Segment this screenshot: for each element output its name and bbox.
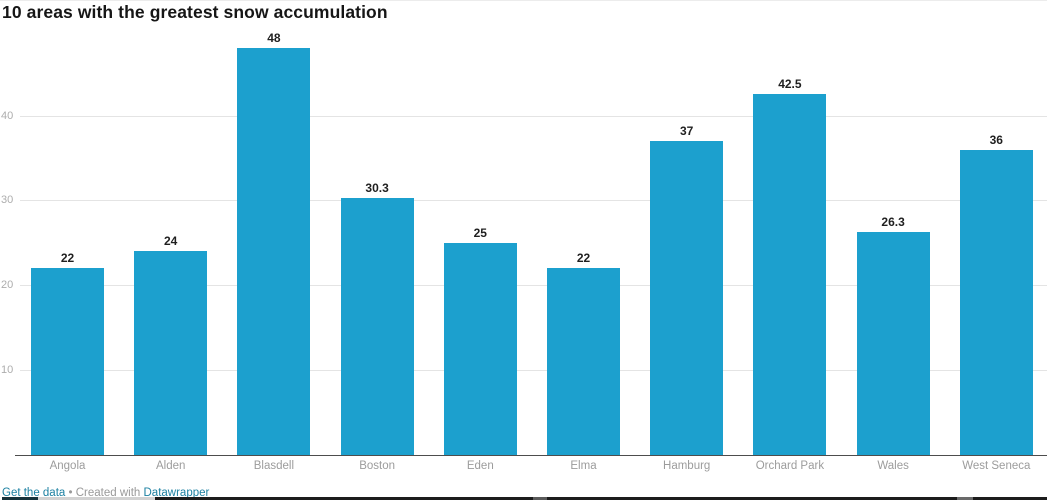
bar-blasdell (237, 47, 311, 455)
datawrapper-link[interactable]: Datawrapper (143, 487, 210, 499)
bar-value-label: 30.3 (365, 180, 389, 195)
category-label: Eden (466, 460, 494, 472)
cropped-strip-segment (547, 497, 957, 500)
bar-value-label: 24 (164, 234, 178, 249)
category-label: Elma (570, 460, 597, 472)
get-the-data-link[interactable]: Get the data (2, 487, 66, 499)
bar-boston (340, 197, 414, 455)
bar-value-label: 42.5 (778, 77, 802, 92)
gridline-30 (20, 200, 1047, 202)
category-label: Boston (359, 460, 395, 472)
bar-west-seneca (959, 149, 1033, 455)
bar-value-label: 25 (473, 225, 487, 240)
cropped-strip-segment (155, 497, 533, 500)
category-label: Orchard Park (755, 460, 825, 472)
footer-separator: • (68, 487, 73, 499)
category-label: Blasdell (253, 460, 295, 472)
chart-title: 10 areas with the greatest snow accumula… (2, 2, 388, 22)
gridline-20 (20, 285, 1047, 287)
category-label: Hamburg (663, 460, 711, 472)
bar-wales (856, 231, 930, 455)
bar-angola (31, 268, 104, 455)
gridline-10 (20, 370, 1047, 372)
bar-value-label: 48 (267, 30, 281, 45)
cropped-strip-segment (973, 497, 1047, 500)
bar-orchard-park (753, 94, 827, 455)
y-tick-label: 30 (1, 194, 14, 207)
cropped-strip-segment (38, 497, 155, 500)
cropped-strip-segment (2, 497, 38, 500)
cropped-strip-segment (533, 497, 547, 500)
bar-value-label: 22 (60, 251, 75, 266)
bar-elma (547, 268, 620, 455)
y-tick-label: 20 (1, 279, 14, 292)
bar-alden (134, 251, 208, 455)
x-axis-line (15, 455, 1047, 456)
y-tick-label: 40 (1, 109, 14, 122)
chart-footer: Get the data • Created with Datawrapper (2, 487, 209, 499)
bar-value-label: 37 (680, 124, 694, 139)
y-tick-label: 10 (1, 364, 14, 377)
bar-value-label: 36 (989, 132, 1003, 147)
bar-hamburg (650, 141, 724, 455)
footer-created-with: Created with (75, 487, 141, 499)
category-label: West Seneca (962, 460, 1031, 472)
gridline-40 (20, 115, 1047, 117)
bar-value-label: 22 (576, 251, 591, 266)
cropped-strip-segment (957, 497, 973, 500)
bar-value-label: 26.3 (881, 214, 905, 229)
category-label: Alden (155, 460, 186, 472)
category-label: Wales (877, 460, 909, 472)
category-label: Angola (49, 460, 86, 472)
bar-eden (443, 242, 517, 455)
